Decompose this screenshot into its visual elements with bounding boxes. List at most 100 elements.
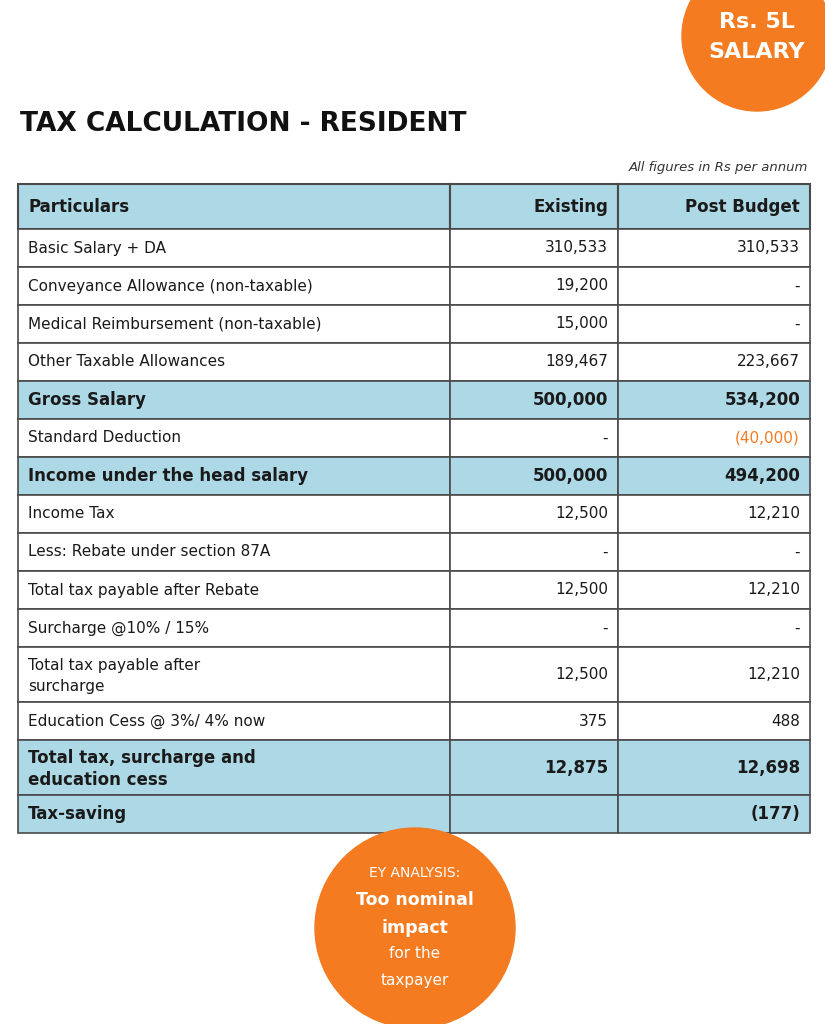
Bar xyxy=(618,647,810,702)
Text: 500,000: 500,000 xyxy=(533,467,608,485)
Bar xyxy=(18,740,450,795)
Text: Gross Salary: Gross Salary xyxy=(28,391,146,409)
Bar xyxy=(618,184,810,229)
Text: -: - xyxy=(602,621,608,636)
Bar xyxy=(450,381,618,419)
Bar xyxy=(450,495,618,534)
Text: Post Budget: Post Budget xyxy=(686,198,800,215)
Bar xyxy=(18,534,450,571)
Bar xyxy=(618,381,810,419)
Text: 12,210: 12,210 xyxy=(747,507,800,521)
Text: Basic Salary + DA: Basic Salary + DA xyxy=(28,241,166,256)
Text: -: - xyxy=(602,545,608,559)
Bar xyxy=(18,184,450,229)
Text: All figures in Rs per annum: All figures in Rs per annum xyxy=(629,162,808,174)
Bar xyxy=(618,305,810,343)
Bar xyxy=(618,495,810,534)
Bar xyxy=(18,419,450,457)
Bar xyxy=(18,495,450,534)
Bar xyxy=(450,609,618,647)
Text: Existing: Existing xyxy=(533,198,608,215)
Text: 19,200: 19,200 xyxy=(555,279,608,294)
Bar xyxy=(450,305,618,343)
Bar xyxy=(18,795,450,833)
Text: impact: impact xyxy=(381,919,449,937)
Bar xyxy=(450,534,618,571)
Text: 375: 375 xyxy=(579,714,608,728)
Bar xyxy=(450,229,618,267)
Bar xyxy=(18,343,450,381)
Text: 12,210: 12,210 xyxy=(747,583,800,597)
Bar xyxy=(618,267,810,305)
Bar xyxy=(450,702,618,740)
Text: -: - xyxy=(602,430,608,445)
Text: Tax-saving: Tax-saving xyxy=(28,805,127,823)
Text: Total tax payable after Rebate: Total tax payable after Rebate xyxy=(28,583,259,597)
Text: 12,875: 12,875 xyxy=(544,759,608,776)
Bar xyxy=(618,702,810,740)
Bar xyxy=(450,267,618,305)
Text: Income under the head salary: Income under the head salary xyxy=(28,467,308,485)
Text: 15,000: 15,000 xyxy=(555,316,608,332)
Text: 534,200: 534,200 xyxy=(724,391,800,409)
Text: 500,000: 500,000 xyxy=(533,391,608,409)
Bar xyxy=(18,305,450,343)
Text: Total tax payable after: Total tax payable after xyxy=(28,657,200,673)
Text: 494,200: 494,200 xyxy=(724,467,800,485)
Bar xyxy=(618,740,810,795)
Bar xyxy=(618,343,810,381)
Bar xyxy=(618,419,810,457)
Bar xyxy=(18,229,450,267)
Bar xyxy=(618,571,810,609)
Bar xyxy=(450,740,618,795)
Bar xyxy=(18,609,450,647)
Bar xyxy=(450,184,618,229)
Bar xyxy=(450,795,618,833)
Text: (177): (177) xyxy=(750,805,800,823)
Bar xyxy=(450,419,618,457)
Text: education cess: education cess xyxy=(28,771,167,788)
Text: TAX CALCULATION - RESIDENT: TAX CALCULATION - RESIDENT xyxy=(20,111,466,137)
Bar xyxy=(450,457,618,495)
Bar xyxy=(18,381,450,419)
Text: Rs. 5L: Rs. 5L xyxy=(719,12,795,32)
Text: Medical Reimbursement (non-taxable): Medical Reimbursement (non-taxable) xyxy=(28,316,322,332)
Text: Standard Deduction: Standard Deduction xyxy=(28,430,181,445)
Bar xyxy=(18,571,450,609)
Bar xyxy=(450,647,618,702)
Bar xyxy=(18,457,450,495)
Bar xyxy=(618,795,810,833)
Text: 310,533: 310,533 xyxy=(545,241,608,256)
Text: 310,533: 310,533 xyxy=(737,241,800,256)
Bar xyxy=(450,343,618,381)
Circle shape xyxy=(682,0,825,111)
Text: 12,500: 12,500 xyxy=(555,667,608,682)
Text: Total tax, surcharge and: Total tax, surcharge and xyxy=(28,750,256,767)
Text: 488: 488 xyxy=(771,714,800,728)
Text: Other Taxable Allowances: Other Taxable Allowances xyxy=(28,354,225,370)
Text: Too nominal: Too nominal xyxy=(356,891,474,909)
Text: 12,698: 12,698 xyxy=(736,759,800,776)
Bar xyxy=(618,229,810,267)
Circle shape xyxy=(315,828,515,1024)
Bar xyxy=(18,267,450,305)
Text: Less: Rebate under section 87A: Less: Rebate under section 87A xyxy=(28,545,271,559)
Text: Conveyance Allowance (non-taxable): Conveyance Allowance (non-taxable) xyxy=(28,279,313,294)
Text: -: - xyxy=(794,621,800,636)
Text: 223,667: 223,667 xyxy=(737,354,800,370)
Text: 12,210: 12,210 xyxy=(747,667,800,682)
Bar xyxy=(18,702,450,740)
Text: Surcharge @10% / 15%: Surcharge @10% / 15% xyxy=(28,621,209,636)
Text: 189,467: 189,467 xyxy=(545,354,608,370)
Text: surcharge: surcharge xyxy=(28,679,105,694)
Bar xyxy=(18,647,450,702)
Text: (40,000): (40,000) xyxy=(735,430,800,445)
Text: 12,500: 12,500 xyxy=(555,583,608,597)
Text: -: - xyxy=(794,316,800,332)
Bar xyxy=(618,534,810,571)
Text: Income Tax: Income Tax xyxy=(28,507,115,521)
Bar xyxy=(450,571,618,609)
Text: -: - xyxy=(794,545,800,559)
Text: EY ANALYSIS:: EY ANALYSIS: xyxy=(370,866,460,880)
Text: Education Cess @ 3%/ 4% now: Education Cess @ 3%/ 4% now xyxy=(28,714,266,729)
